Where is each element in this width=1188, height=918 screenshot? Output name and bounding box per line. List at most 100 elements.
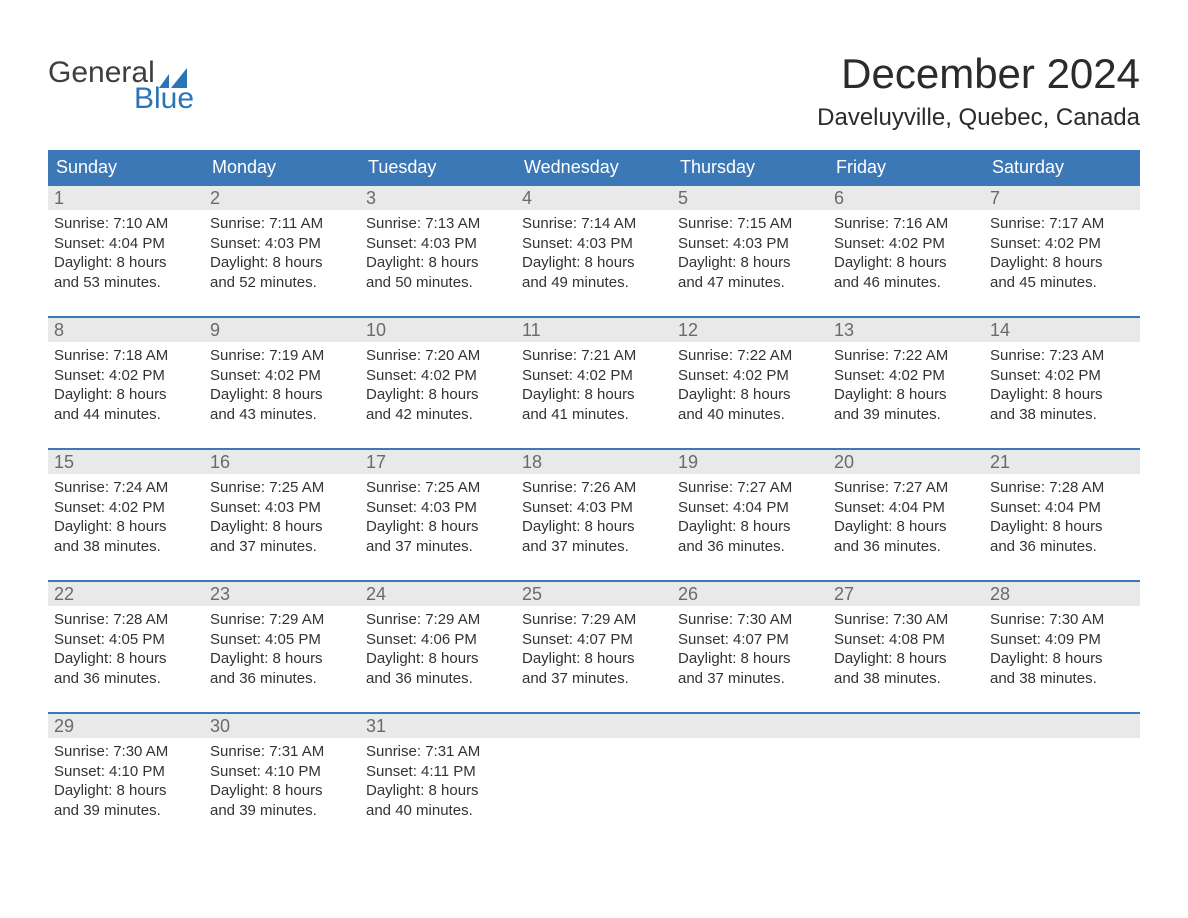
sunrise-line: Sunrise: 7:11 AM	[210, 214, 354, 234]
sunrise-line: Sunrise: 7:31 AM	[366, 742, 510, 762]
daylight-line2: and 40 minutes.	[366, 801, 510, 821]
day-body: Sunrise: 7:29 AMSunset: 4:07 PMDaylight:…	[516, 606, 672, 698]
col-header-sunday: Sunday	[48, 157, 204, 178]
day-number	[672, 714, 828, 738]
sunset-line: Sunset: 4:02 PM	[54, 498, 198, 518]
day-body: Sunrise: 7:22 AMSunset: 4:02 PMDaylight:…	[828, 342, 984, 434]
daylight-line1: Daylight: 8 hours	[990, 253, 1134, 273]
sunset-line: Sunset: 4:03 PM	[210, 234, 354, 254]
sunrise-line: Sunrise: 7:13 AM	[366, 214, 510, 234]
day-cell: 31Sunrise: 7:31 AMSunset: 4:11 PMDayligh…	[360, 714, 516, 830]
sunrise-line: Sunrise: 7:10 AM	[54, 214, 198, 234]
day-number: 22	[48, 582, 204, 606]
daylight-line2: and 46 minutes.	[834, 273, 978, 293]
day-body: Sunrise: 7:16 AMSunset: 4:02 PMDaylight:…	[828, 210, 984, 302]
day-body: Sunrise: 7:29 AMSunset: 4:05 PMDaylight:…	[204, 606, 360, 698]
sunrise-line: Sunrise: 7:18 AM	[54, 346, 198, 366]
day-number: 26	[672, 582, 828, 606]
day-cell: 8Sunrise: 7:18 AMSunset: 4:02 PMDaylight…	[48, 318, 204, 434]
day-body	[516, 738, 672, 798]
day-body: Sunrise: 7:21 AMSunset: 4:02 PMDaylight:…	[516, 342, 672, 434]
day-number: 24	[360, 582, 516, 606]
day-cell: 18Sunrise: 7:26 AMSunset: 4:03 PMDayligh…	[516, 450, 672, 566]
day-cell: 6Sunrise: 7:16 AMSunset: 4:02 PMDaylight…	[828, 186, 984, 302]
sunset-line: Sunset: 4:04 PM	[990, 498, 1134, 518]
daylight-line1: Daylight: 8 hours	[210, 649, 354, 669]
day-cell: 16Sunrise: 7:25 AMSunset: 4:03 PMDayligh…	[204, 450, 360, 566]
sunrise-line: Sunrise: 7:25 AM	[210, 478, 354, 498]
day-number	[984, 714, 1140, 738]
day-number: 20	[828, 450, 984, 474]
calendar-header-row: Sunday Monday Tuesday Wednesday Thursday…	[48, 150, 1140, 184]
daylight-line2: and 43 minutes.	[210, 405, 354, 425]
header: General Blue December 2024 Daveluyville,…	[48, 30, 1140, 132]
daylight-line1: Daylight: 8 hours	[834, 385, 978, 405]
sunrise-line: Sunrise: 7:29 AM	[210, 610, 354, 630]
day-cell: 17Sunrise: 7:25 AMSunset: 4:03 PMDayligh…	[360, 450, 516, 566]
daylight-line1: Daylight: 8 hours	[366, 649, 510, 669]
daylight-line1: Daylight: 8 hours	[990, 517, 1134, 537]
day-body: Sunrise: 7:10 AMSunset: 4:04 PMDaylight:…	[48, 210, 204, 302]
day-number	[828, 714, 984, 738]
col-header-friday: Friday	[828, 157, 984, 178]
sunset-line: Sunset: 4:08 PM	[834, 630, 978, 650]
location-subtitle: Daveluyville, Quebec, Canada	[817, 104, 1140, 132]
daylight-line2: and 41 minutes.	[522, 405, 666, 425]
sunrise-line: Sunrise: 7:30 AM	[990, 610, 1134, 630]
day-body	[984, 738, 1140, 798]
sunset-line: Sunset: 4:05 PM	[54, 630, 198, 650]
col-header-wednesday: Wednesday	[516, 157, 672, 178]
day-cell: 27Sunrise: 7:30 AMSunset: 4:08 PMDayligh…	[828, 582, 984, 698]
day-number: 29	[48, 714, 204, 738]
daylight-line2: and 37 minutes.	[210, 537, 354, 557]
sunset-line: Sunset: 4:03 PM	[366, 498, 510, 518]
daylight-line2: and 37 minutes.	[678, 669, 822, 689]
sunset-line: Sunset: 4:06 PM	[366, 630, 510, 650]
sunset-line: Sunset: 4:10 PM	[210, 762, 354, 782]
day-body: Sunrise: 7:31 AMSunset: 4:10 PMDaylight:…	[204, 738, 360, 830]
daylight-line2: and 37 minutes.	[366, 537, 510, 557]
day-number: 16	[204, 450, 360, 474]
day-number: 11	[516, 318, 672, 342]
day-cell: 30Sunrise: 7:31 AMSunset: 4:10 PMDayligh…	[204, 714, 360, 830]
day-number: 14	[984, 318, 1140, 342]
day-cell: 19Sunrise: 7:27 AMSunset: 4:04 PMDayligh…	[672, 450, 828, 566]
day-cell: 5Sunrise: 7:15 AMSunset: 4:03 PMDaylight…	[672, 186, 828, 302]
sunrise-line: Sunrise: 7:22 AM	[834, 346, 978, 366]
daylight-line1: Daylight: 8 hours	[990, 649, 1134, 669]
day-number: 15	[48, 450, 204, 474]
daylight-line1: Daylight: 8 hours	[366, 253, 510, 273]
day-cell: 15Sunrise: 7:24 AMSunset: 4:02 PMDayligh…	[48, 450, 204, 566]
day-number: 6	[828, 186, 984, 210]
sunrise-line: Sunrise: 7:15 AM	[678, 214, 822, 234]
sunrise-line: Sunrise: 7:21 AM	[522, 346, 666, 366]
daylight-line1: Daylight: 8 hours	[990, 385, 1134, 405]
sunset-line: Sunset: 4:02 PM	[990, 234, 1134, 254]
daylight-line2: and 36 minutes.	[678, 537, 822, 557]
daylight-line2: and 53 minutes.	[54, 273, 198, 293]
sunset-line: Sunset: 4:02 PM	[210, 366, 354, 386]
day-body: Sunrise: 7:29 AMSunset: 4:06 PMDaylight:…	[360, 606, 516, 698]
day-number: 25	[516, 582, 672, 606]
day-cell: 28Sunrise: 7:30 AMSunset: 4:09 PMDayligh…	[984, 582, 1140, 698]
sunrise-line: Sunrise: 7:22 AM	[678, 346, 822, 366]
day-number: 12	[672, 318, 828, 342]
sunrise-line: Sunrise: 7:16 AM	[834, 214, 978, 234]
day-body: Sunrise: 7:31 AMSunset: 4:11 PMDaylight:…	[360, 738, 516, 830]
day-number: 23	[204, 582, 360, 606]
daylight-line1: Daylight: 8 hours	[210, 253, 354, 273]
calendar-week: 8Sunrise: 7:18 AMSunset: 4:02 PMDaylight…	[48, 316, 1140, 434]
day-cell: 2Sunrise: 7:11 AMSunset: 4:03 PMDaylight…	[204, 186, 360, 302]
sunrise-line: Sunrise: 7:28 AM	[54, 610, 198, 630]
daylight-line2: and 36 minutes.	[366, 669, 510, 689]
day-cell: 21Sunrise: 7:28 AMSunset: 4:04 PMDayligh…	[984, 450, 1140, 566]
day-number: 13	[828, 318, 984, 342]
day-cell: 20Sunrise: 7:27 AMSunset: 4:04 PMDayligh…	[828, 450, 984, 566]
day-cell: 23Sunrise: 7:29 AMSunset: 4:05 PMDayligh…	[204, 582, 360, 698]
daylight-line2: and 42 minutes.	[366, 405, 510, 425]
day-cell	[828, 714, 984, 830]
col-header-tuesday: Tuesday	[360, 157, 516, 178]
sunset-line: Sunset: 4:02 PM	[834, 234, 978, 254]
sunrise-line: Sunrise: 7:14 AM	[522, 214, 666, 234]
brand-logo: General Blue	[48, 58, 194, 114]
